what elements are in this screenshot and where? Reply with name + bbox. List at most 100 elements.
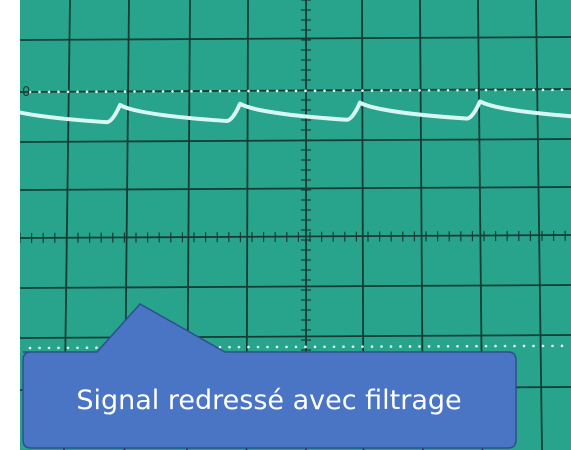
reference-dot [256, 345, 260, 349]
reference-dot [133, 90, 136, 93]
reference-dot [342, 345, 345, 349]
reference-dot [313, 89, 317, 93]
reference-dot [85, 346, 89, 350]
callout-shape [22, 303, 517, 449]
reference-dot [304, 89, 307, 93]
reference-dot [446, 344, 450, 348]
reference-dot [285, 89, 288, 93]
grid-line-vertical [535, 0, 543, 450]
reference-dot [313, 345, 317, 349]
reference-dot [275, 345, 279, 349]
grid-line-horizontal [20, 36, 571, 41]
reference-dot [294, 345, 298, 349]
reference-dot [228, 89, 231, 93]
reference-dot [361, 89, 364, 92]
reference-dot [38, 346, 41, 350]
reference-dot [494, 344, 497, 348]
rectified-filtered-signal-trace [20, 99, 571, 125]
reference-dot [551, 88, 554, 92]
reference-dot [294, 89, 298, 93]
reference-dot [541, 344, 545, 348]
grid-line-horizontal [20, 234, 571, 239]
reference-dot [342, 89, 345, 93]
reference-dot [389, 89, 393, 92]
reference-dot [323, 89, 326, 93]
reference-dot [57, 90, 60, 94]
reference-dot [218, 345, 222, 349]
reference-dot [114, 90, 117, 93]
reference-dot [494, 88, 497, 92]
grid-line-horizontal [20, 138, 571, 143]
reference-dot [465, 88, 469, 92]
reference-dot [275, 89, 279, 93]
reference-dot [503, 344, 507, 348]
graticule-ticks [20, 0, 566, 441]
reference-dot [247, 345, 250, 349]
grid-line-horizontal [20, 284, 571, 289]
reference-dot [408, 89, 412, 92]
reference-dot [180, 90, 184, 93]
reference-dot [361, 345, 364, 348]
reference-dot [456, 88, 459, 92]
reference-dot [418, 89, 421, 92]
reference-dot [446, 88, 450, 92]
reference-dot [332, 345, 336, 349]
reference-dot [304, 345, 307, 349]
reference-dot [171, 90, 174, 93]
reference-dot [266, 89, 269, 93]
reference-dot [427, 345, 431, 348]
reference-dot [418, 345, 421, 348]
reference-dot [399, 345, 402, 348]
reference-dot [266, 345, 269, 349]
reference-dot [351, 345, 355, 348]
reference-dot [28, 90, 32, 94]
reference-dot [437, 89, 440, 92]
oscilloscope-screen-photo: 0 [20, 0, 571, 450]
callout-text: Signal redressé avec filtrage [76, 384, 462, 416]
reference-dot [76, 346, 79, 350]
reference-dot [532, 88, 535, 92]
reference-dot [380, 345, 383, 348]
reference-dot [57, 346, 60, 350]
reference-dot [475, 88, 478, 92]
reference-dot [218, 89, 222, 93]
reference-dot [104, 90, 108, 93]
reference-dot [161, 90, 165, 93]
reference-dot [209, 89, 212, 93]
reference-dot [237, 345, 241, 349]
reference-dot [256, 89, 260, 93]
reference-dot [437, 345, 440, 348]
reference-dot [38, 90, 41, 94]
reference-dot [380, 89, 383, 92]
reference-dot [28, 346, 32, 350]
grid-line-horizontal [20, 186, 571, 191]
reference-dot [237, 89, 241, 93]
reference-dot [190, 90, 193, 93]
zero-marker: 0 [22, 85, 30, 100]
reference-dot [66, 346, 70, 350]
reference-dot [47, 346, 51, 350]
reference-dot [199, 89, 203, 93]
reference-dot [370, 345, 374, 348]
reference-dot [503, 88, 507, 92]
reference-dot [551, 344, 554, 348]
reference-dot [484, 344, 488, 348]
reference-dot [370, 89, 374, 92]
reference-dot [285, 345, 288, 349]
reference-dot [522, 88, 526, 92]
reference-dot [66, 90, 70, 94]
reference-dot [484, 88, 488, 92]
reference-dot [541, 88, 545, 92]
reference-dot [513, 88, 516, 92]
reference-dot [142, 90, 146, 93]
reference-dot [332, 89, 336, 93]
reference-dot [465, 344, 469, 348]
reference-dot [323, 345, 326, 349]
reference-dot [247, 89, 250, 93]
reference-dot [95, 346, 98, 349]
reference-dot [228, 345, 231, 349]
reference-dot [427, 89, 431, 92]
reference-dot [152, 90, 155, 93]
reference-dot [475, 344, 478, 348]
